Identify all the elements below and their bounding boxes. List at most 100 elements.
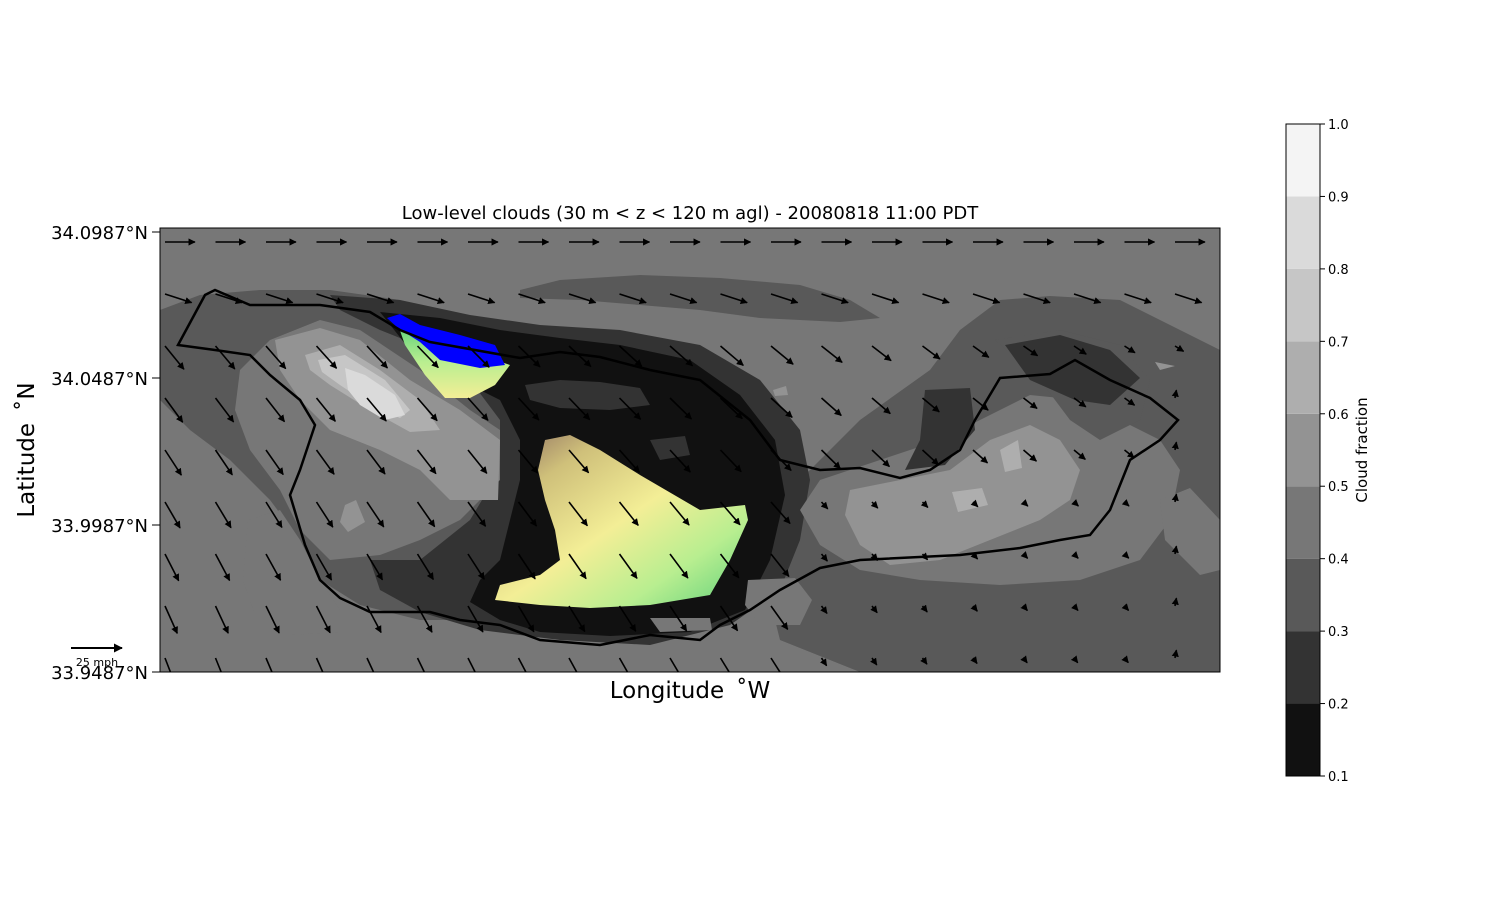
wind-vector xyxy=(820,501,829,510)
colorbar-tick-label: 0.8 xyxy=(1328,263,1349,278)
wind-vector xyxy=(366,397,387,422)
wind-vector xyxy=(316,293,344,305)
wind-vector xyxy=(467,501,487,527)
wind-vector xyxy=(315,345,338,369)
wind-vector xyxy=(1123,449,1135,459)
wind-vector xyxy=(618,449,641,473)
wind-vector xyxy=(265,449,284,476)
wind-vector xyxy=(871,345,892,362)
wind-vector xyxy=(922,345,941,360)
wind-vector xyxy=(719,501,741,526)
wind-vector xyxy=(618,501,639,526)
wind-vector xyxy=(467,605,484,633)
wind-vector xyxy=(265,345,287,370)
contour-level-0.2-inner-mid xyxy=(650,436,690,460)
wind-vector xyxy=(669,449,691,473)
wind-vector xyxy=(719,553,740,579)
wind-vector xyxy=(1023,345,1039,357)
wind-vector xyxy=(821,345,843,364)
wind-vector xyxy=(315,501,334,528)
wind-vector xyxy=(1023,293,1051,305)
wind-vector xyxy=(517,397,540,421)
wind-vector xyxy=(669,605,688,632)
wind-vector xyxy=(467,657,476,672)
wind-vector xyxy=(1073,293,1102,305)
y-tick-label: 33.9987°N xyxy=(51,516,148,537)
wind-vector xyxy=(265,293,294,305)
wind-vector xyxy=(315,553,333,581)
colorbar-band xyxy=(1286,268,1320,342)
wind-vector xyxy=(1171,441,1179,451)
wind-vector xyxy=(920,500,929,508)
wind-vector xyxy=(920,552,929,561)
wind-vector xyxy=(517,553,536,580)
wind-vector xyxy=(1022,449,1037,462)
wind-vector xyxy=(164,605,178,635)
wind-vector xyxy=(1073,397,1087,408)
colorbar-frame xyxy=(1285,123,1321,777)
wind-vector xyxy=(366,553,384,581)
colorbar-tick-label: 1.0 xyxy=(1328,118,1349,133)
wind-vector xyxy=(1171,389,1179,399)
contour-level-0.5-fragment-f xyxy=(773,386,788,396)
colorbar-label: Cloud fraction xyxy=(1353,397,1371,502)
wind-vector xyxy=(467,397,489,421)
wind-vector xyxy=(972,293,1001,305)
wind-vector xyxy=(1174,293,1203,305)
wind-vector xyxy=(770,293,799,305)
wind-vector xyxy=(518,293,546,305)
wind-vector xyxy=(1071,551,1079,559)
colorbar: 0.1 0.2 0.3 0.4 0.5 0.6 0.7 0.8 0.9 1.0 xyxy=(1285,118,1349,785)
wind-vector xyxy=(871,293,900,305)
wind-vector xyxy=(265,501,283,529)
wind-vector xyxy=(265,397,286,423)
wind-vector xyxy=(315,449,335,475)
wind-vector xyxy=(568,657,578,672)
colorbar-tick-label: 0.9 xyxy=(1328,190,1349,205)
wind-vector xyxy=(720,293,748,305)
colorbar-tick-label: 0.5 xyxy=(1328,480,1349,495)
y-axis-label: Latitude ˚N xyxy=(13,382,40,517)
wind-vector xyxy=(1020,655,1028,664)
wind-vector xyxy=(1023,397,1038,410)
wind-vector xyxy=(970,656,978,665)
plot-frame xyxy=(159,227,1221,673)
wind-vector xyxy=(1124,397,1136,406)
wind-vector xyxy=(214,553,231,582)
wind-vector xyxy=(1171,493,1179,503)
y-tick-label: 34.0487°N xyxy=(51,369,148,390)
wind-vector xyxy=(214,345,236,370)
wind-vector xyxy=(719,449,742,473)
wind-vectors xyxy=(164,238,1206,672)
wind-vector xyxy=(315,397,336,422)
contour-level-0.4-fragment-a xyxy=(745,578,812,625)
wind-vector xyxy=(770,397,793,418)
colorbar-band xyxy=(1286,341,1320,414)
wind-vector xyxy=(568,293,597,305)
wind-vector xyxy=(568,345,592,368)
chart-title: Low-level clouds (30 m < z < 120 m agl) … xyxy=(402,203,979,224)
wind-vector xyxy=(972,449,989,464)
wind-vector xyxy=(1171,597,1179,607)
colorbar-band xyxy=(1286,486,1320,559)
coastline-outline xyxy=(176,288,1180,647)
wind-vector xyxy=(669,501,690,526)
contour-level-0.4-far-right xyxy=(1160,488,1220,575)
wind-vector xyxy=(214,501,232,529)
wind-vector xyxy=(820,657,828,667)
wind-vector xyxy=(921,397,940,413)
wind-vector xyxy=(970,499,979,508)
wind-vector xyxy=(770,501,791,525)
wind-vector xyxy=(970,551,979,560)
wind-vector xyxy=(1171,649,1179,659)
wind-vector xyxy=(568,397,591,421)
wind-vector xyxy=(517,449,539,474)
wind-vector xyxy=(669,345,694,367)
wind-vector xyxy=(366,501,385,528)
wind-vector xyxy=(416,657,426,672)
wind-vector xyxy=(164,345,185,370)
wind-vector xyxy=(719,605,739,632)
contour-level-0.4-mid-left xyxy=(340,500,365,532)
wind-vector xyxy=(669,657,680,672)
wind-vector xyxy=(265,553,282,581)
